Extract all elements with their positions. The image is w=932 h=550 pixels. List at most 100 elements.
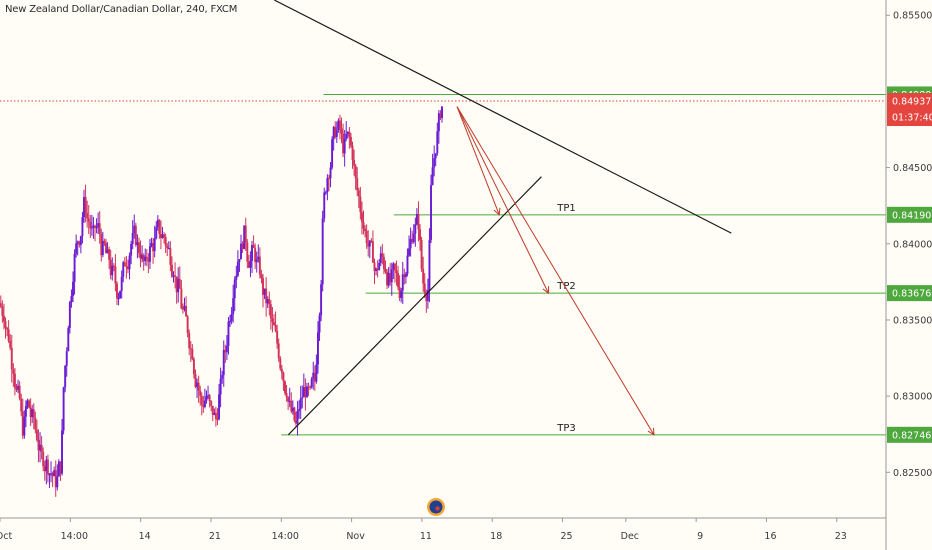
candle-body — [57, 461, 60, 477]
candle-body — [238, 259, 241, 262]
candle-body — [431, 167, 434, 186]
candle-body — [24, 405, 27, 417]
candle-body — [291, 407, 294, 412]
candle-body — [262, 278, 264, 295]
candle-body — [240, 243, 242, 260]
candle-body — [174, 275, 177, 277]
x-tick-label: 18 — [490, 531, 502, 542]
candle-body — [51, 473, 54, 477]
candle-body — [18, 385, 21, 399]
candle-body — [340, 128, 343, 134]
candle-body — [310, 378, 313, 388]
level-price-tag-label: 0.84190 — [892, 210, 931, 221]
candle-body — [437, 113, 440, 132]
candle-body — [90, 227, 93, 229]
candle-body — [37, 439, 40, 451]
candle-body — [131, 233, 134, 244]
candle-body — [94, 225, 96, 228]
candle-body — [348, 131, 351, 137]
candle-body — [43, 466, 46, 472]
candle-body — [53, 470, 56, 477]
candle-body — [152, 243, 155, 252]
candle-body — [430, 185, 432, 240]
candle-body — [123, 262, 126, 266]
candle-body — [375, 268, 378, 271]
candle-body — [337, 120, 340, 131]
event-marker[interactable] — [426, 498, 445, 516]
candle-body — [203, 400, 206, 407]
x-tick-label: 21 — [209, 531, 221, 542]
candle-body — [20, 398, 23, 412]
x-tick-label: 14:00 — [61, 531, 88, 542]
candle-body — [147, 258, 150, 262]
candle-body — [273, 322, 275, 326]
candle-body — [400, 290, 403, 298]
y-tick-label: 0.85500 — [893, 11, 932, 22]
candle-body — [301, 397, 304, 399]
candle-body — [31, 409, 34, 418]
candle-body — [279, 358, 282, 369]
candle-body — [251, 244, 253, 261]
candle-body — [159, 233, 162, 238]
candle-body — [406, 255, 409, 274]
candle-body — [293, 407, 296, 421]
candle-body — [315, 364, 318, 382]
candle-body — [26, 400, 29, 406]
candle-body — [172, 275, 175, 277]
candle-body — [316, 332, 319, 365]
projection-arrow-line — [456, 106, 500, 215]
candles — [0, 106, 443, 497]
candle-body — [178, 278, 181, 289]
candle-body — [89, 221, 92, 229]
candle-body — [183, 305, 186, 310]
candle-body — [108, 249, 111, 260]
candle-body — [142, 255, 145, 261]
candle-body — [229, 321, 231, 323]
x-tick-label: Dec — [621, 531, 639, 542]
candle-body — [221, 374, 224, 379]
candle-body — [156, 219, 159, 228]
candle-body — [32, 409, 35, 418]
candle-body — [208, 395, 211, 402]
candle-body — [111, 265, 114, 276]
candle-body — [412, 233, 415, 243]
candle-body — [343, 138, 346, 154]
candle-body — [331, 139, 334, 168]
candle-body — [153, 238, 156, 252]
candle-body — [161, 234, 164, 238]
candle-body — [349, 136, 352, 146]
candle-body — [15, 387, 18, 390]
candle-body — [296, 410, 299, 424]
candle-body — [166, 245, 169, 249]
candle-body — [269, 304, 272, 319]
candle-body — [188, 332, 191, 349]
candle-body — [271, 318, 274, 323]
candle-body — [216, 419, 219, 421]
candle-body — [167, 247, 170, 249]
candle-body — [409, 238, 412, 249]
projection-arrow-line — [456, 106, 549, 294]
candle-body — [268, 299, 271, 305]
candle-body — [422, 268, 425, 284]
candle-body — [163, 234, 166, 237]
candle-body — [125, 265, 128, 267]
trendlines — [273, 0, 732, 436]
level-price-tag-label: 0.83676 — [892, 289, 931, 300]
candle-body — [389, 273, 392, 283]
candle-body — [244, 225, 247, 243]
candle-body — [302, 387, 305, 398]
candle-body — [81, 217, 84, 237]
candle-body — [309, 386, 312, 388]
candle-body — [404, 273, 407, 278]
candle-body — [433, 158, 436, 168]
candle-body — [265, 288, 268, 304]
candle-body — [128, 255, 131, 270]
candle-body — [290, 400, 293, 412]
projection-arrow-head — [542, 286, 550, 295]
y-tick-label: 0.83500 — [893, 315, 932, 326]
candle-body — [255, 259, 258, 262]
candle-body — [214, 412, 217, 420]
level-price-tag — [887, 426, 932, 443]
candle-body — [280, 368, 283, 373]
